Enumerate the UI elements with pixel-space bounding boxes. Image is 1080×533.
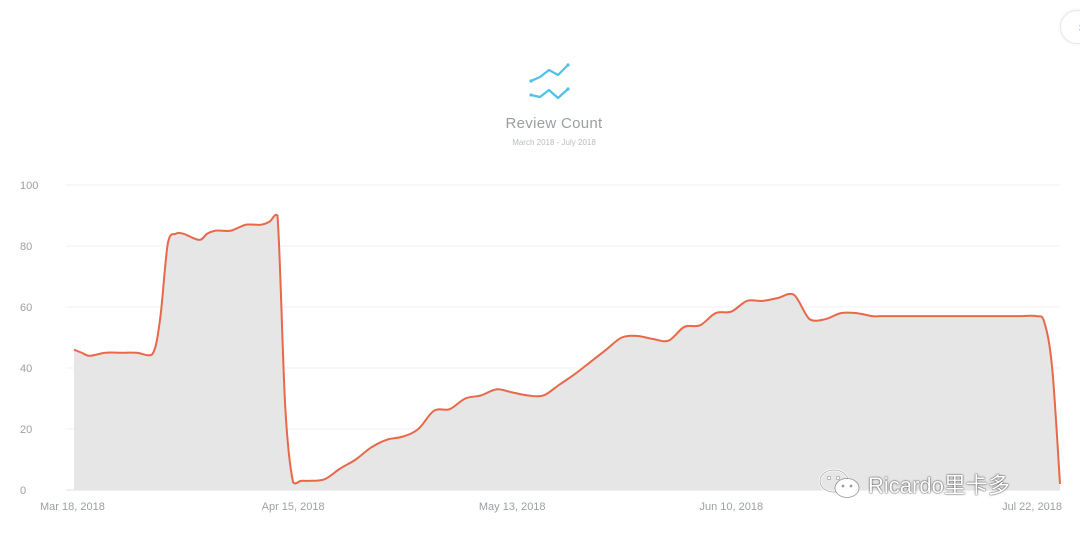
y-tick-label: 60 <box>20 302 32 314</box>
wechat-icon <box>818 468 860 498</box>
y-axis: 0 20 40 60 80 100 <box>20 180 38 497</box>
y-tick-label: 0 <box>20 485 26 497</box>
y-tick-label: 80 <box>20 241 32 253</box>
x-tick-label: Jul 22, 2018 <box>1002 501 1062 513</box>
x-tick-label: May 13, 2018 <box>479 501 546 513</box>
series-line <box>73 213 1061 485</box>
chart-subtitle: March 2018 - July 2018 <box>512 138 596 147</box>
area-fill <box>74 214 1060 490</box>
x-axis: Mar 18, 2018 Apr 15, 2018 May 13, 2018 Jun … <box>40 501 1062 513</box>
chart-header: Review Count March 2018 - July 2018 <box>0 62 1080 147</box>
x-tick-label: Jun 10, 2018 <box>700 501 764 513</box>
y-tick-label: 40 <box>20 363 32 375</box>
line-chart-icon <box>529 63 570 100</box>
y-tick-label: 20 <box>20 424 32 436</box>
chart-title: Review Count <box>505 115 603 132</box>
x-tick-label: Mar 18, 2018 <box>40 501 105 513</box>
x-tick-label: Apr 15, 2018 <box>262 501 325 513</box>
y-tick-label: 100 <box>20 180 38 192</box>
watermark: Ricardo里卡多 <box>818 466 1010 502</box>
close-icon: × <box>1078 20 1080 35</box>
